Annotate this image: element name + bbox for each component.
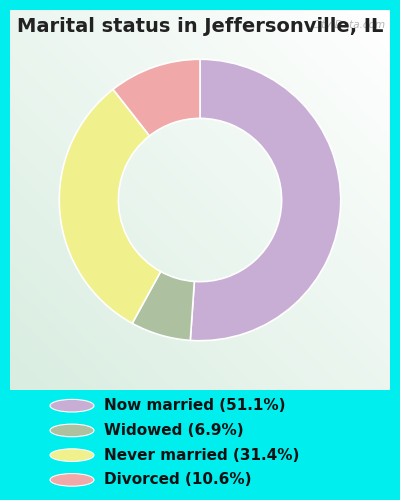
- Text: Marital status in Jeffersonville, IL: Marital status in Jeffersonville, IL: [17, 18, 383, 36]
- Wedge shape: [132, 272, 194, 340]
- Circle shape: [50, 424, 94, 437]
- Text: City-Data.com: City-Data.com: [312, 20, 386, 30]
- Text: Never married (31.4%): Never married (31.4%): [104, 448, 299, 462]
- Circle shape: [50, 474, 94, 486]
- Circle shape: [50, 400, 94, 412]
- Text: Divorced (10.6%): Divorced (10.6%): [104, 472, 252, 488]
- Circle shape: [50, 449, 94, 462]
- Text: Now married (51.1%): Now married (51.1%): [104, 398, 286, 413]
- Wedge shape: [190, 60, 341, 340]
- Text: Widowed (6.9%): Widowed (6.9%): [104, 423, 244, 438]
- Wedge shape: [59, 90, 161, 324]
- Wedge shape: [113, 60, 200, 136]
